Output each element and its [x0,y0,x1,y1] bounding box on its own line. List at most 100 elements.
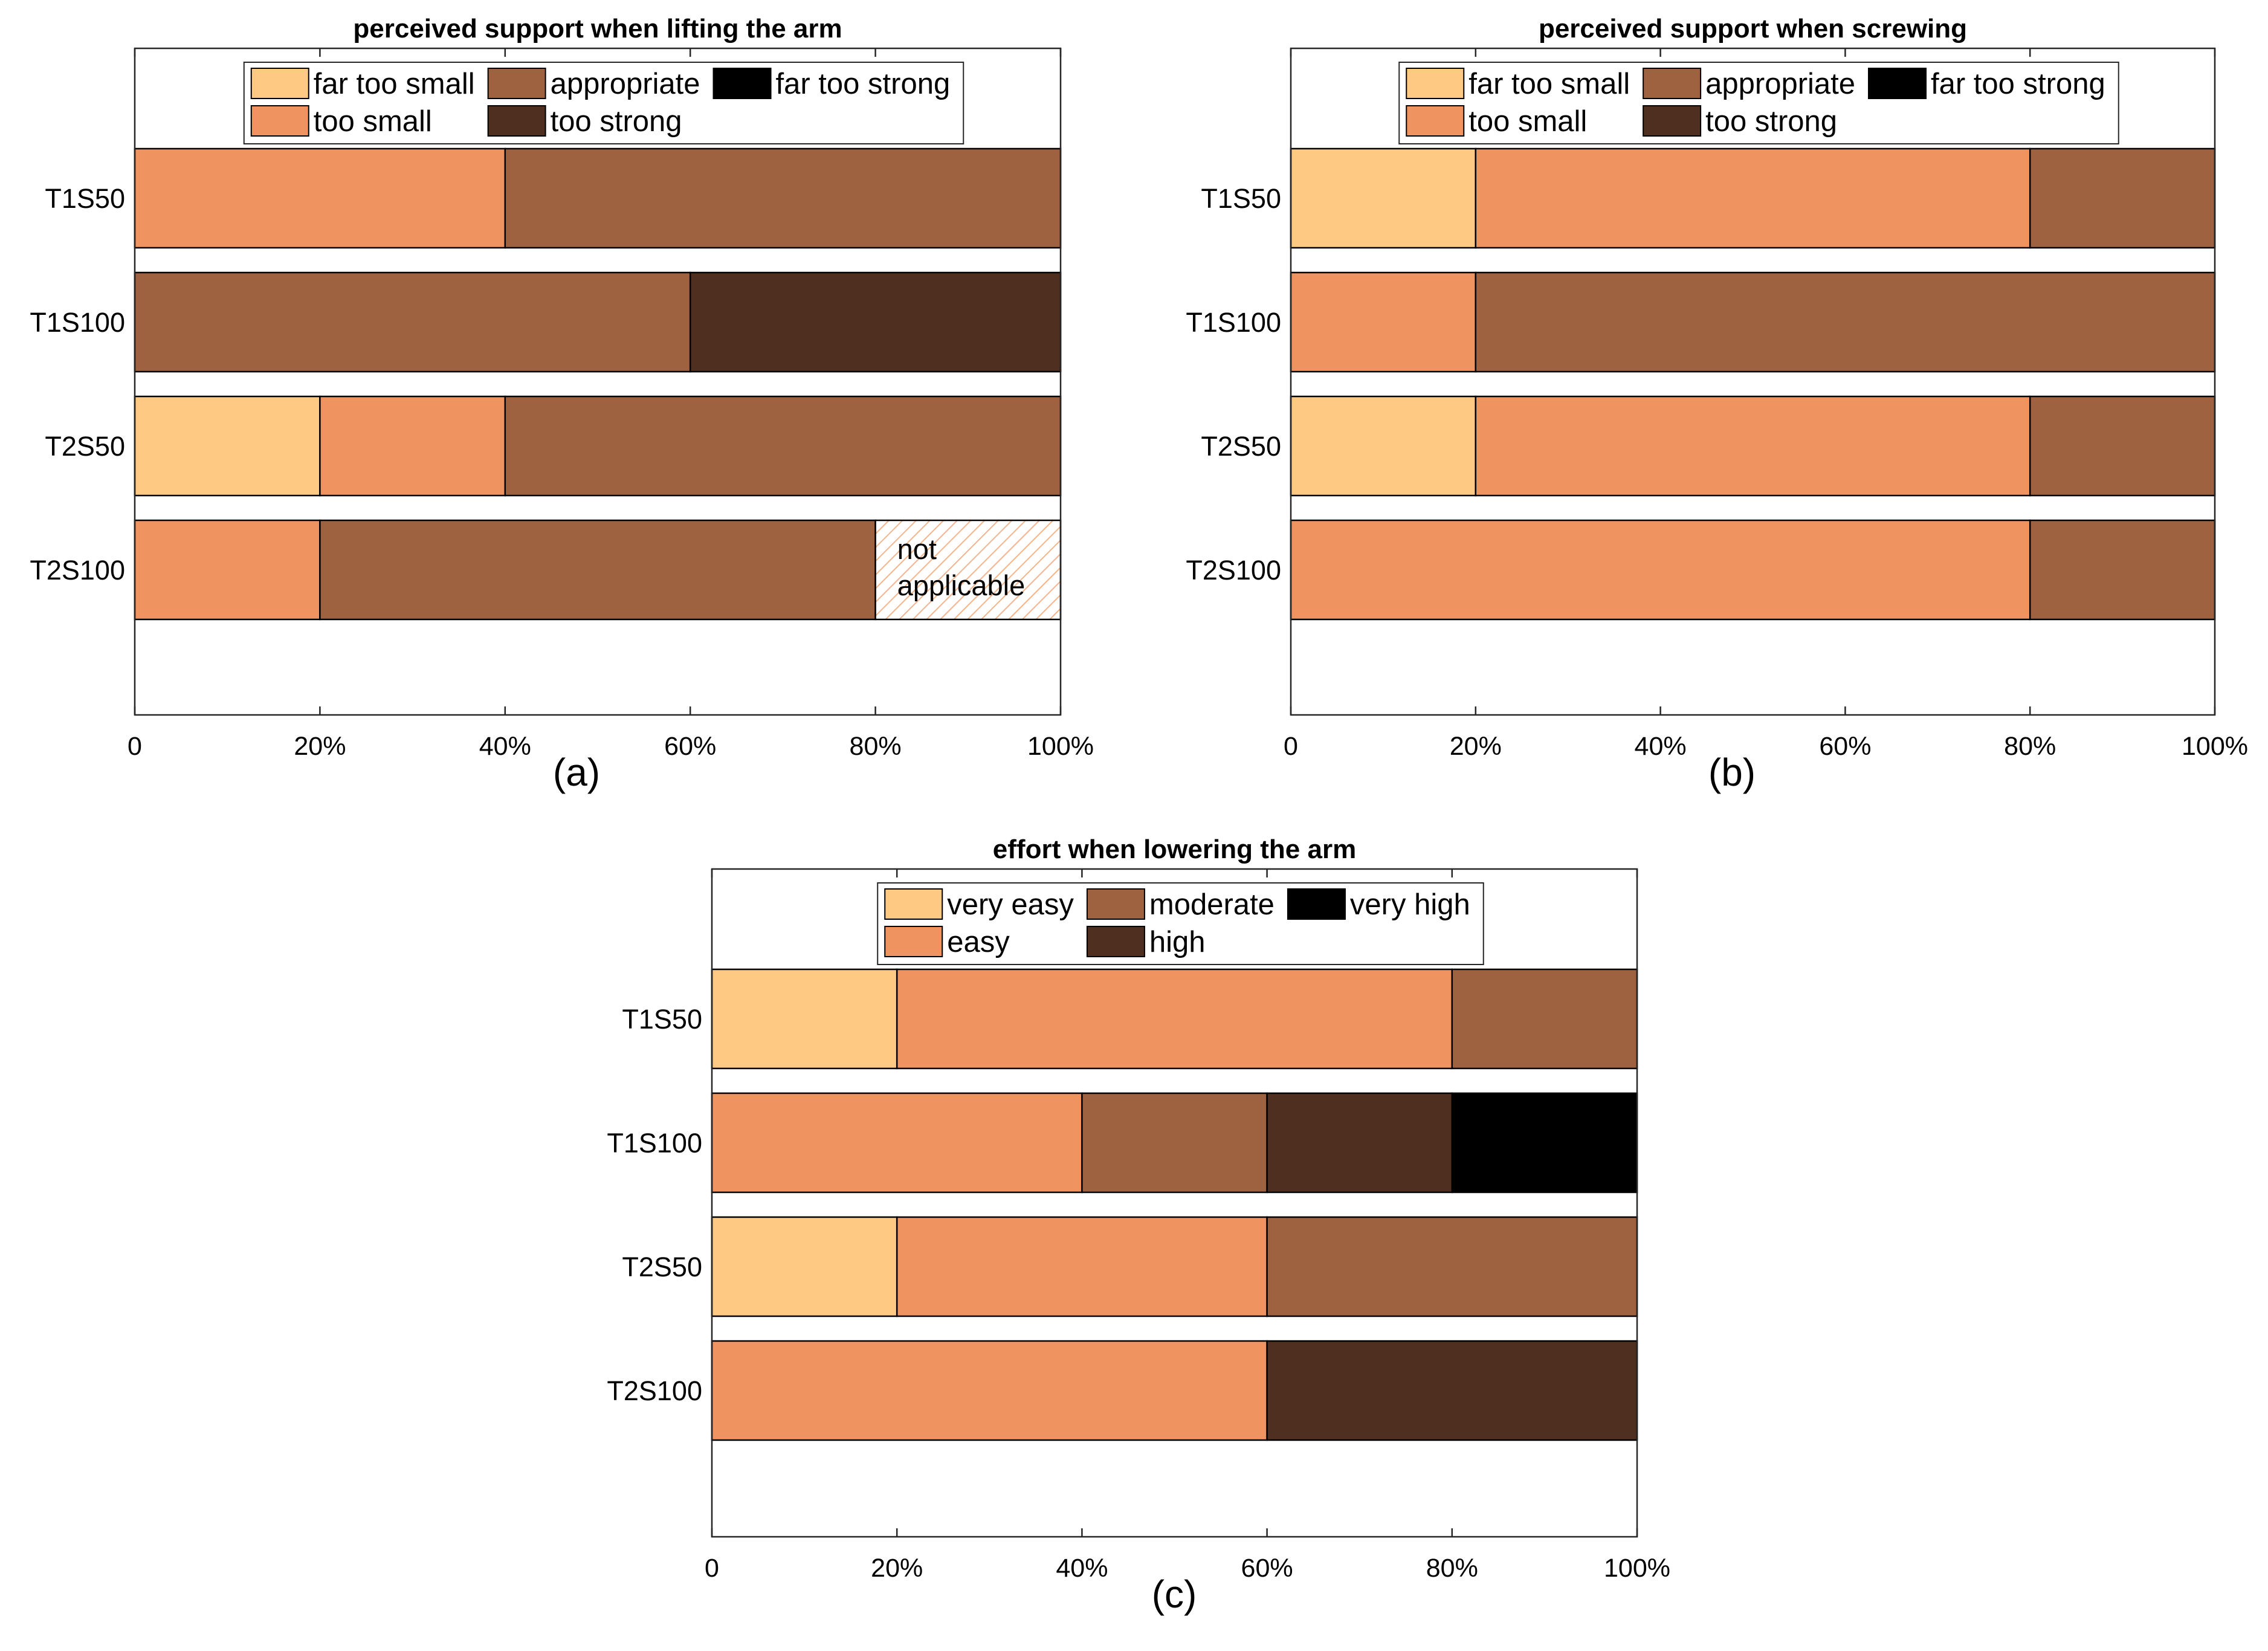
x-tick-label: 0 [1284,732,1298,761]
legend-swatch-far-too-small [1406,68,1465,99]
chart-title: perceived support when lifting the arm [353,14,842,44]
x-tick-label: 0 [705,1554,719,1583]
category-label: T1S50 [622,1004,702,1035]
legend: far too small too small appropriate too str… [1398,62,2119,144]
legend-label-high: high [1149,926,1206,958]
bar-segment-t2s100-appropriate [319,519,876,621]
legend: far too small too small appropriate too str… [243,62,964,144]
not-applicable-region [874,519,1062,621]
bar-segment-t1s50-appropriate [504,147,1062,249]
legend-label-moderate: moderate [1149,888,1275,921]
legend-label-too-small: too small [314,105,432,138]
bar-segment-t1s100-appropriate [134,271,691,373]
chart-panel-1: perceived support when lifting the arm T1… [30,14,1094,794]
bar-segment-t2s100-too-small [1290,519,2031,621]
legend-label-too-strong: too strong [1705,105,1837,138]
category-label: T2S50 [45,431,125,462]
axes-frame [134,47,1062,716]
x-tick-label: 40% [479,732,531,761]
bar-segment-t1s50-too-small [1475,147,2031,249]
x-tick-label: 20% [294,732,346,761]
x-tick-label: 100% [1027,732,1094,761]
bar-segment-t1s50-far-too-small [1290,147,1477,249]
bar-segment-t2s100-easy [711,1340,1268,1441]
bar-segment-t2s100-high [1266,1340,1638,1441]
axes-frame [1290,47,2216,716]
legend-label-very-easy: very easy [947,888,1074,921]
bar-segment-t2s50-too-small [1475,395,2031,497]
x-tick-label: 80% [850,732,902,761]
chart-title: effort when lowering the arm [993,835,1356,864]
legend-label-appropriate: appropriate [1705,68,1855,100]
x-tick-label: 60% [1241,1554,1293,1583]
chart-panel-2: perceived support when screwing T1S50 T1S1… [1186,14,2248,794]
x-tick-label: 20% [871,1554,923,1583]
bar-segment-t1s50-moderate [1451,968,1638,1070]
bar-segment-t1s50-too-small [134,147,506,249]
x-tick-label: 20% [1450,732,1502,761]
annotation-text: applicable [897,569,1026,601]
legend-swatch-appropriate [1643,68,1702,99]
bar-segment-t2s50-easy [896,1216,1268,1317]
category-label: T1S100 [607,1128,702,1158]
legend-label-appropriate: appropriate [551,68,700,100]
bar-segment-t1s100-appropriate [1475,271,2216,373]
legend-label-too-small: too small [1468,105,1587,138]
legend-box [1398,62,2119,144]
x-tick-label: 60% [664,732,716,761]
bar-segment-t1s50-appropriate [2029,147,2216,249]
panel-label: (b) [1708,751,1756,794]
bar-segment-t2s50-appropriate [2029,395,2216,497]
x-tick-label: 80% [2004,732,2056,761]
x-tick-label: 60% [1819,732,1871,761]
bar-segment-t1s100-moderate [1081,1092,1268,1194]
legend-label-far-too-small: far too small [1468,68,1630,100]
x-tick-label: 0 [128,732,142,761]
bar-segment-t1s100-high [1266,1092,1453,1194]
legend-swatch-very-high [1287,888,1346,920]
legend-swatch-very-easy [884,888,943,920]
bar-segment-t2s100-too-small [134,519,321,621]
legend-swatch-moderate [1086,888,1145,920]
legend-swatch-far-too-small [250,68,309,99]
bar-segment-t2s50-appropriate [504,395,1062,497]
bar-segment-t1s50-very-easy [711,968,898,1070]
bar-segment-t1s100-easy [711,1092,1083,1194]
category-label: T2S50 [1201,431,1281,462]
legend-label-far-too-strong: far too strong [1931,68,2105,100]
bar-segment-t2s50-too-small [319,395,506,497]
x-tick-label: 100% [1604,1554,1670,1583]
bar-segment-t1s100-too-small [1290,271,1477,373]
bar-segment-t2s50-moderate [1266,1216,1638,1317]
annotation-text: not [897,533,937,565]
legend-label-far-too-small: far too small [314,68,475,100]
legend-swatch-too-strong [487,105,546,137]
legend-swatch-appropriate [487,68,546,99]
category-label: T2S50 [622,1252,702,1282]
bar-segment-t1s100-too-strong [689,271,1062,373]
x-tick-label: 100% [2182,732,2248,761]
legend-label-very-high: very high [1350,888,1470,921]
legend-swatch-high [1086,926,1145,957]
legend-swatch-too-strong [1643,105,1702,137]
axes-frame [711,868,1638,1538]
category-label: T2S100 [607,1375,702,1406]
panel-label: (c) [1152,1572,1197,1616]
legend-swatch-too-small [1406,105,1465,137]
bar-segment-t1s50-easy [896,968,1453,1070]
bar-segment-t2s50-far-too-small [134,395,321,497]
bar-segment-t1s100-very-high [1451,1092,1638,1194]
category-label: T1S100 [1186,307,1281,338]
category-label: T2S100 [30,555,125,586]
legend-box [243,62,964,144]
category-label: T1S50 [45,183,125,214]
bar-segment-t2s100-appropriate [2029,519,2216,621]
legend-box [877,882,1484,965]
x-tick-label: 80% [1426,1554,1478,1583]
legend-swatch-too-small [250,105,309,137]
legend-swatch-far-too-strong [712,68,772,99]
legend-swatch-easy [884,926,943,957]
category-label: T2S100 [1186,555,1281,586]
bar-segment-t2s50-very-easy [711,1216,898,1317]
